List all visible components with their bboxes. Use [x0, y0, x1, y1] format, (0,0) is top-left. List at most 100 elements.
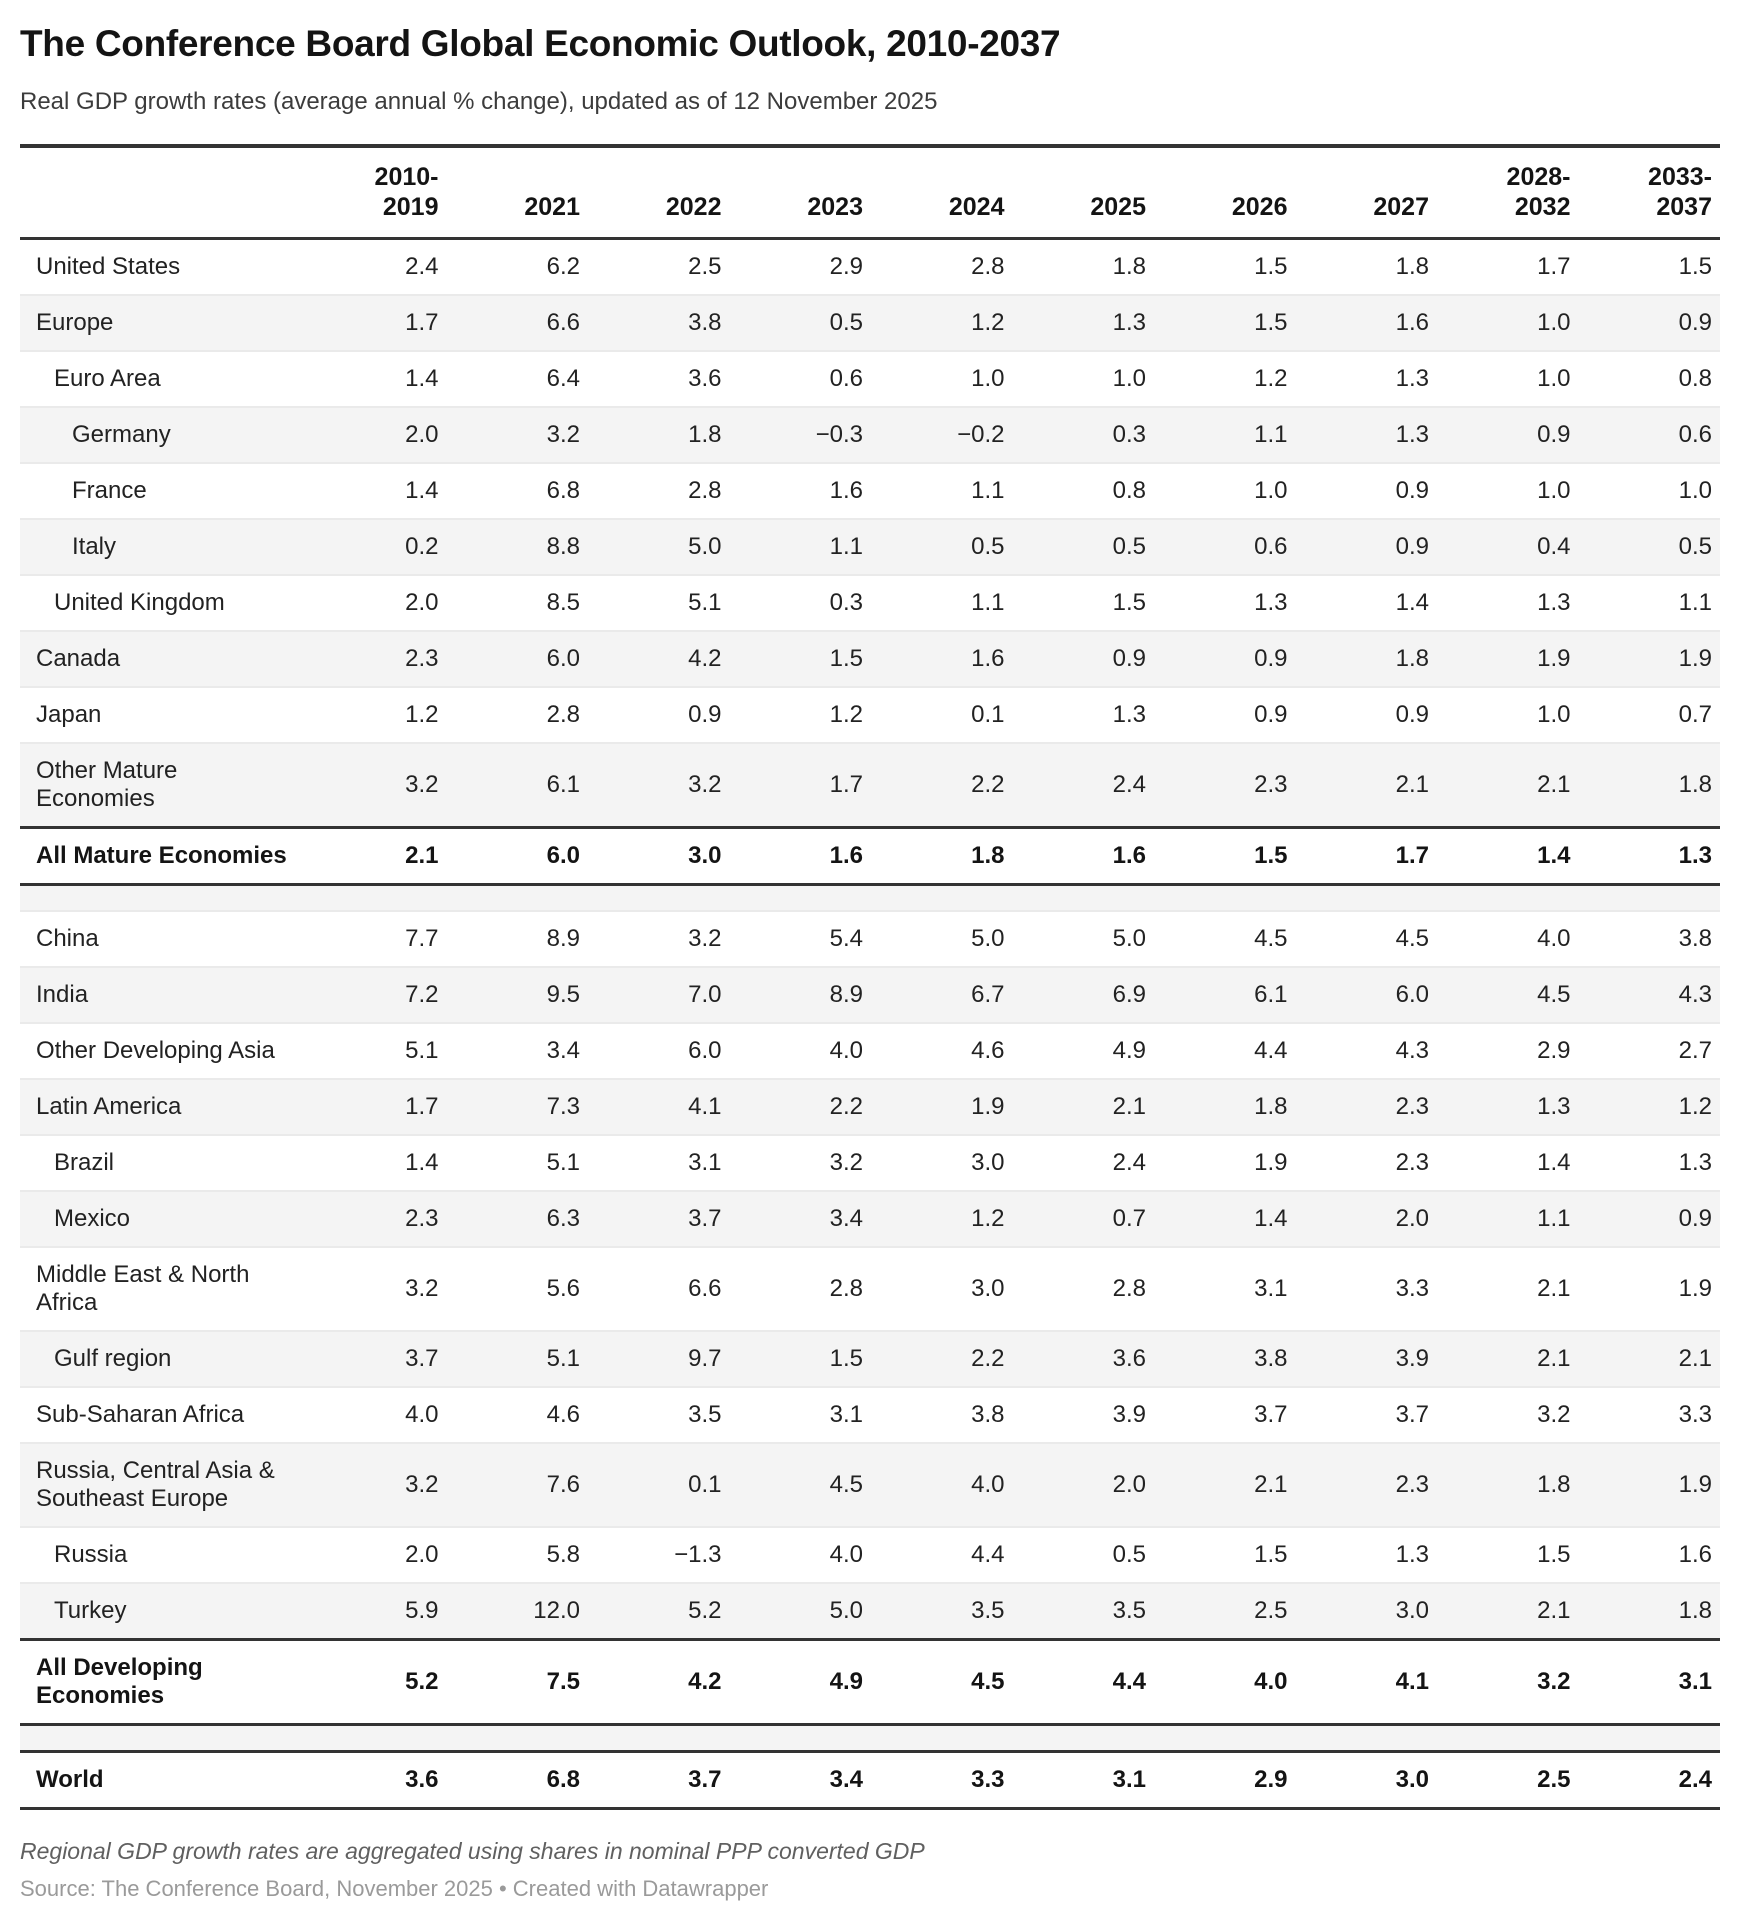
row-label: Germany [20, 406, 305, 463]
table-row: Other Developing Asia 5.1 3.4 6.0 4.0 4.6 4.9 4… [20, 1022, 1720, 1079]
column-header-9: 2033- 2037 [1578, 144, 1720, 240]
row-label: Euro Area [20, 350, 305, 407]
row-label: China [20, 910, 305, 967]
value-cell: 2.3 [305, 1190, 447, 1247]
row-label: Japan [20, 686, 305, 743]
column-header-6: 2026 [1154, 144, 1296, 240]
value-cell: 2.2 [871, 742, 1013, 828]
value-cell: 5.0 [729, 1582, 871, 1640]
value-cell: 0.5 [1012, 518, 1154, 575]
table-row: Gulf region 3.7 5.1 9.7 1.5 2.2 3.6 3.8 3.9 2.1 2.… [20, 1330, 1720, 1387]
value-cell: 3.0 [588, 826, 730, 885]
value-cell: 1.3 [1012, 294, 1154, 351]
value-cell: 1.7 [305, 294, 447, 351]
value-cell: 4.0 [305, 1386, 447, 1443]
value-cell: 1.5 [729, 630, 871, 687]
value-cell: 0.2 [305, 518, 447, 575]
value-cell: 1.8 [1578, 1582, 1720, 1640]
value-cell: 3.7 [1154, 1386, 1296, 1443]
value-cell: 1.3 [1154, 574, 1296, 631]
value-cell: 3.1 [729, 1386, 871, 1443]
value-cell: 4.1 [1295, 1638, 1437, 1725]
table-header-row: 2010- 2019 2021 2022 2023 2024 2025 2026 2027 20… [20, 144, 1720, 240]
table-row: France 1.4 6.8 2.8 1.6 1.1 0.8 1.0 0.9 1.0 1.0 [20, 462, 1720, 519]
spacer-row [20, 1723, 1720, 1752]
table-row: All Mature Economies 2.1 6.0 3.0 1.6 1.8 1.6 1.… [20, 826, 1720, 885]
value-cell: −0.2 [871, 406, 1013, 463]
value-cell: 6.1 [1154, 966, 1296, 1023]
gdp-growth-table: 2010- 2019 2021 2022 2023 2024 2025 2026 2027 20… [20, 144, 1720, 1810]
value-cell: 4.3 [1295, 1022, 1437, 1079]
value-cell: 6.6 [446, 294, 588, 351]
value-cell: 4.5 [1295, 910, 1437, 967]
value-cell: 2.2 [729, 1078, 871, 1135]
value-cell: 1.0 [1437, 462, 1579, 519]
value-cell: 5.0 [871, 910, 1013, 967]
value-cell: 5.1 [305, 1022, 447, 1079]
value-cell: 3.2 [1437, 1638, 1579, 1725]
value-cell: 0.5 [729, 294, 871, 351]
value-cell: 4.5 [871, 1638, 1013, 1725]
value-cell: 1.7 [305, 1078, 447, 1135]
value-cell: 0.9 [1295, 686, 1437, 743]
value-cell: 3.8 [588, 294, 730, 351]
value-cell: 1.2 [729, 686, 871, 743]
row-label: Other Mature Economies [20, 742, 305, 828]
table-body: United States 2.4 6.2 2.5 2.9 2.8 1.8 1.5 1.8 1.7… [20, 237, 1720, 1810]
value-cell: 1.0 [1437, 350, 1579, 407]
value-cell: 3.2 [1437, 1386, 1579, 1443]
value-cell: 2.8 [871, 237, 1013, 295]
value-cell: 3.6 [1012, 1330, 1154, 1387]
table-row: World 3.6 6.8 3.7 3.4 3.3 3.1 2.9 3.0 2.5 2.4 [20, 1750, 1720, 1810]
table-footnote: Regional GDP growth rates are aggregated… [20, 1838, 925, 1864]
value-cell: 1.2 [1154, 350, 1296, 407]
row-label: India [20, 966, 305, 1023]
value-cell: −1.3 [588, 1526, 730, 1583]
value-cell: 6.7 [871, 966, 1013, 1023]
value-cell: 1.6 [729, 826, 871, 885]
value-cell: 5.9 [305, 1582, 447, 1640]
value-cell: 1.0 [871, 350, 1013, 407]
value-cell: 3.1 [1154, 1246, 1296, 1331]
value-cell: 5.1 [446, 1134, 588, 1191]
value-cell: 4.5 [1154, 910, 1296, 967]
value-cell: 0.8 [1012, 462, 1154, 519]
value-cell: 4.4 [1012, 1638, 1154, 1725]
row-label: Middle East & North Africa [20, 1246, 305, 1331]
table-row: Latin America 1.7 7.3 4.1 2.2 1.9 2.1 1.8 2.3 1.3… [20, 1078, 1720, 1135]
value-cell: 2.1 [1437, 1582, 1579, 1640]
value-cell: 1.4 [1295, 574, 1437, 631]
value-cell: 2.7 [1578, 1022, 1720, 1079]
value-cell: 6.1 [446, 742, 588, 828]
column-header-5: 2025 [1012, 144, 1154, 240]
row-label: Sub-Saharan Africa [20, 1386, 305, 1443]
value-cell: 6.4 [446, 350, 588, 407]
value-cell: 3.5 [871, 1582, 1013, 1640]
value-cell: 1.5 [1154, 826, 1296, 885]
value-cell: 2.0 [305, 406, 447, 463]
value-cell: 7.7 [305, 910, 447, 967]
table-row: United States 2.4 6.2 2.5 2.9 2.8 1.8 1.5 1.8 1.7… [20, 237, 1720, 295]
value-cell: 6.3 [446, 1190, 588, 1247]
value-cell: 5.4 [729, 910, 871, 967]
value-cell: 7.6 [446, 1442, 588, 1527]
value-cell: 3.3 [1295, 1246, 1437, 1331]
row-label: All Mature Economies [20, 826, 305, 885]
value-cell: 1.0 [1437, 294, 1579, 351]
value-cell: 0.9 [1295, 518, 1437, 575]
value-cell: 7.2 [305, 966, 447, 1023]
table-row: Mexico 2.3 6.3 3.7 3.4 1.2 0.7 1.4 2.0 1.1 0.9 [20, 1190, 1720, 1247]
value-cell: 0.1 [588, 1442, 730, 1527]
value-cell: 3.0 [1295, 1750, 1437, 1810]
spacer-cell [20, 1723, 1720, 1752]
value-cell: 2.5 [588, 237, 730, 295]
value-cell: 1.6 [1578, 1526, 1720, 1583]
spacer-row [20, 883, 1720, 911]
value-cell: 3.8 [871, 1386, 1013, 1443]
value-cell: 2.0 [305, 574, 447, 631]
row-label: World [20, 1750, 305, 1810]
value-cell: 3.1 [1012, 1750, 1154, 1810]
value-cell: 1.3 [1295, 1526, 1437, 1583]
value-cell: 1.4 [305, 1134, 447, 1191]
value-cell: 1.3 [1295, 406, 1437, 463]
